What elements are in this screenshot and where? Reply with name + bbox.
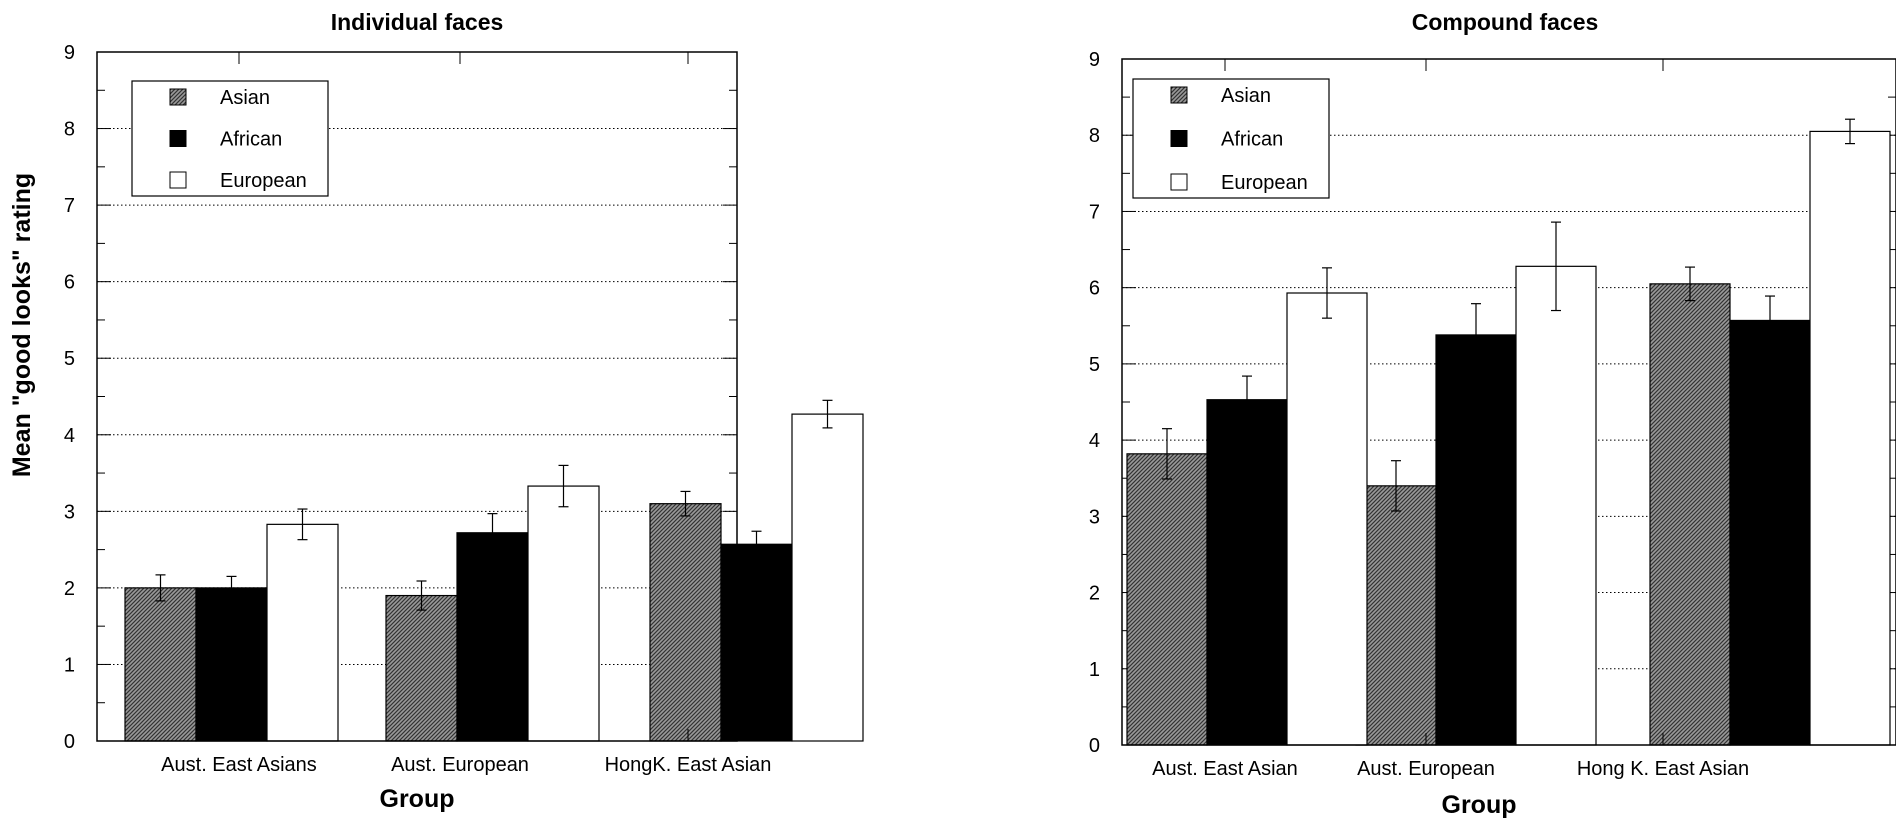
x-category-label: Hong K. East Asian bbox=[1577, 758, 1749, 780]
legend-label: European bbox=[220, 170, 307, 192]
bar-african bbox=[1729, 319, 1811, 746]
error-bar bbox=[1391, 460, 1401, 512]
bar-asian bbox=[649, 503, 722, 742]
bar-african bbox=[456, 532, 529, 742]
y-tick-label: 7 bbox=[1089, 201, 1100, 223]
bar-european bbox=[1286, 292, 1368, 746]
bar-european bbox=[527, 485, 600, 742]
error-bar bbox=[1162, 428, 1172, 480]
error-bar bbox=[1685, 266, 1695, 302]
chart-title: Compound faces bbox=[1412, 9, 1599, 35]
bar-african bbox=[1435, 334, 1517, 746]
error-bar bbox=[558, 464, 569, 508]
y-tick-label: 8 bbox=[1089, 125, 1100, 147]
legend-label: European bbox=[1221, 172, 1308, 194]
y-tick-label: 2 bbox=[1089, 583, 1100, 605]
y-tick-label: 6 bbox=[64, 272, 75, 294]
y-tick-label: 5 bbox=[1089, 354, 1100, 376]
y-tick-label: 4 bbox=[64, 425, 75, 447]
legend: Asian African European bbox=[1132, 78, 1330, 199]
error-bar bbox=[1242, 375, 1252, 424]
y-tick-label: 8 bbox=[64, 119, 75, 141]
bar-asian bbox=[1126, 453, 1208, 746]
x-category-label: Aust. East Asian bbox=[1152, 758, 1298, 780]
legend-label: Asian bbox=[220, 87, 270, 109]
error-bar bbox=[1471, 303, 1481, 367]
x-category-label: Aust. European bbox=[391, 754, 529, 776]
y-tick-label: 0 bbox=[64, 731, 75, 753]
y-tick-label: 9 bbox=[1089, 49, 1100, 71]
legend-swatch-african bbox=[169, 130, 187, 147]
legend-label: Asian bbox=[1221, 85, 1271, 107]
bar-european bbox=[1809, 130, 1891, 746]
chart-individual-faces: 0 1 2 3 4 5 6 7 8 9 Aust. East Asians Aust. Europea… bbox=[64, 9, 864, 813]
legend-label: African bbox=[1221, 129, 1283, 151]
error-bar bbox=[226, 575, 237, 600]
legend-swatch-asian bbox=[1170, 86, 1188, 104]
y-tick-label: 2 bbox=[64, 578, 75, 600]
error-bar bbox=[680, 490, 691, 517]
legend-box bbox=[1132, 78, 1330, 199]
x-category-label: Aust. East Asians bbox=[161, 754, 317, 776]
error-bar bbox=[1322, 267, 1332, 319]
error-bar bbox=[1765, 295, 1775, 346]
chart-compound-faces: 0 1 2 3 4 5 6 7 8 9 Aust. East Asian Aust. European… bbox=[1089, 9, 1896, 819]
error-bar bbox=[297, 508, 308, 541]
bar-european bbox=[266, 523, 339, 742]
bar-african bbox=[720, 543, 793, 742]
y-tick-label: 3 bbox=[64, 501, 75, 523]
bar-asian bbox=[1649, 283, 1731, 746]
bar-african bbox=[195, 587, 268, 742]
bar-asian bbox=[385, 594, 458, 742]
chart-title: Individual faces bbox=[331, 9, 504, 35]
error-bar bbox=[487, 513, 498, 553]
y-axis-label: Mean "good looks" rating bbox=[8, 173, 36, 477]
legend-swatch-asian bbox=[169, 88, 187, 106]
legend-swatch-european bbox=[169, 171, 187, 189]
x-axis-label: Group bbox=[380, 785, 455, 813]
legend-swatch-european bbox=[1170, 173, 1188, 191]
y-tick-label: 0 bbox=[1089, 735, 1100, 757]
bar-european bbox=[791, 413, 864, 742]
x-category-label: HongK. East Asian bbox=[605, 754, 772, 776]
legend: Asian African European bbox=[131, 80, 329, 197]
error-bar bbox=[1551, 221, 1561, 312]
error-bar bbox=[416, 580, 427, 611]
y-tick-label: 9 bbox=[64, 42, 75, 64]
x-category-label: Aust. European bbox=[1357, 758, 1495, 780]
error-bar bbox=[1845, 118, 1855, 145]
bar-african bbox=[1206, 399, 1288, 746]
error-bar bbox=[155, 574, 166, 602]
legend-swatch-african bbox=[1170, 130, 1188, 147]
legend-box bbox=[131, 80, 329, 197]
plot-frame bbox=[1121, 58, 1896, 746]
bar-asian bbox=[1355, 485, 1437, 746]
error-bar bbox=[822, 399, 833, 429]
bar-asian bbox=[124, 587, 197, 742]
bar-european bbox=[1515, 265, 1597, 746]
plot-frame bbox=[96, 51, 738, 742]
y-tick-label: 6 bbox=[1089, 278, 1100, 300]
y-tick-label: 7 bbox=[64, 195, 75, 217]
error-bar bbox=[751, 530, 762, 558]
legend-label: African bbox=[220, 129, 282, 151]
y-tick-label: 3 bbox=[1089, 506, 1100, 528]
x-axis-label: Group bbox=[1442, 791, 1517, 819]
y-tick-label: 1 bbox=[64, 654, 75, 676]
y-tick-label: 5 bbox=[64, 348, 75, 370]
y-tick-label: 4 bbox=[1089, 430, 1100, 452]
y-tick-label: 1 bbox=[1089, 659, 1100, 681]
